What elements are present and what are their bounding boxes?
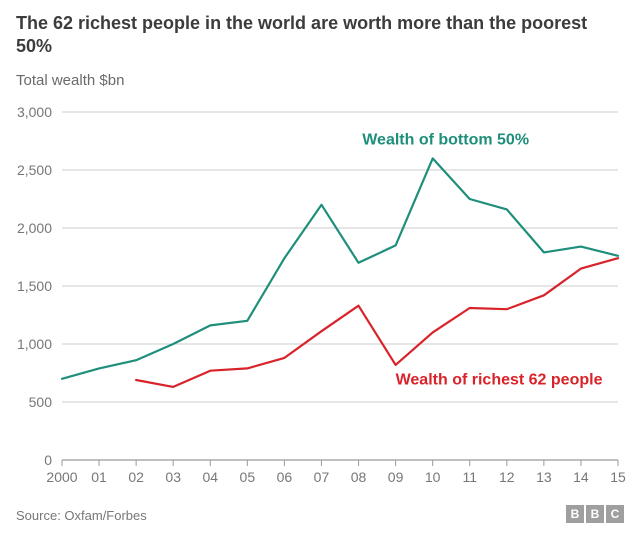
x-tick-label: 04 <box>202 469 218 485</box>
y-tick-label: 2,000 <box>17 220 52 236</box>
bbc-logo: B B C <box>566 505 624 523</box>
source-label: Source: Oxfam/Forbes <box>16 508 147 523</box>
x-tick-label: 07 <box>314 469 330 485</box>
y-tick-label: 500 <box>29 394 53 410</box>
x-tick-label: 09 <box>388 469 404 485</box>
chart-container: The 62 richest people in the world are w… <box>0 0 640 535</box>
y-tick-label: 0 <box>44 452 52 468</box>
bbc-logo-letter: B <box>566 505 584 523</box>
x-tick-label: 06 <box>277 469 293 485</box>
x-tick-label: 05 <box>240 469 256 485</box>
x-tick-label: 13 <box>536 469 552 485</box>
bbc-logo-letter: C <box>606 505 624 523</box>
x-tick-label: 01 <box>91 469 107 485</box>
y-tick-label: 1,500 <box>17 278 52 294</box>
x-tick-label: 15 <box>610 469 626 485</box>
chart-subtitle: Total wealth $bn <box>16 72 124 89</box>
bbc-logo-letter: B <box>586 505 604 523</box>
series-label-richest62: Wealth of richest 62 people <box>396 372 603 389</box>
x-tick-label: 08 <box>351 469 367 485</box>
x-tick-label: 02 <box>128 469 144 485</box>
series-label-bottom50: Wealth of bottom 50% <box>362 131 529 148</box>
chart-title: The 62 richest people in the world are w… <box>16 12 616 58</box>
plot-area: 0 500 1,000 1,500 2,000 2,500 3,000 2000 01 02 03 0… <box>16 106 626 486</box>
y-tick-label: 3,000 <box>17 106 52 120</box>
x-tick-label: 14 <box>573 469 589 485</box>
x-tick-label: 12 <box>499 469 515 485</box>
y-tick-label: 1,000 <box>17 336 52 352</box>
series-bottom50 <box>62 158 618 378</box>
y-tick-label: 2,500 <box>17 162 52 178</box>
series-richest62 <box>136 258 618 387</box>
x-tick-label: 10 <box>425 469 441 485</box>
x-tick-label: 03 <box>165 469 181 485</box>
x-tick-label: 2000 <box>46 469 77 485</box>
x-tick-label: 11 <box>462 469 477 485</box>
